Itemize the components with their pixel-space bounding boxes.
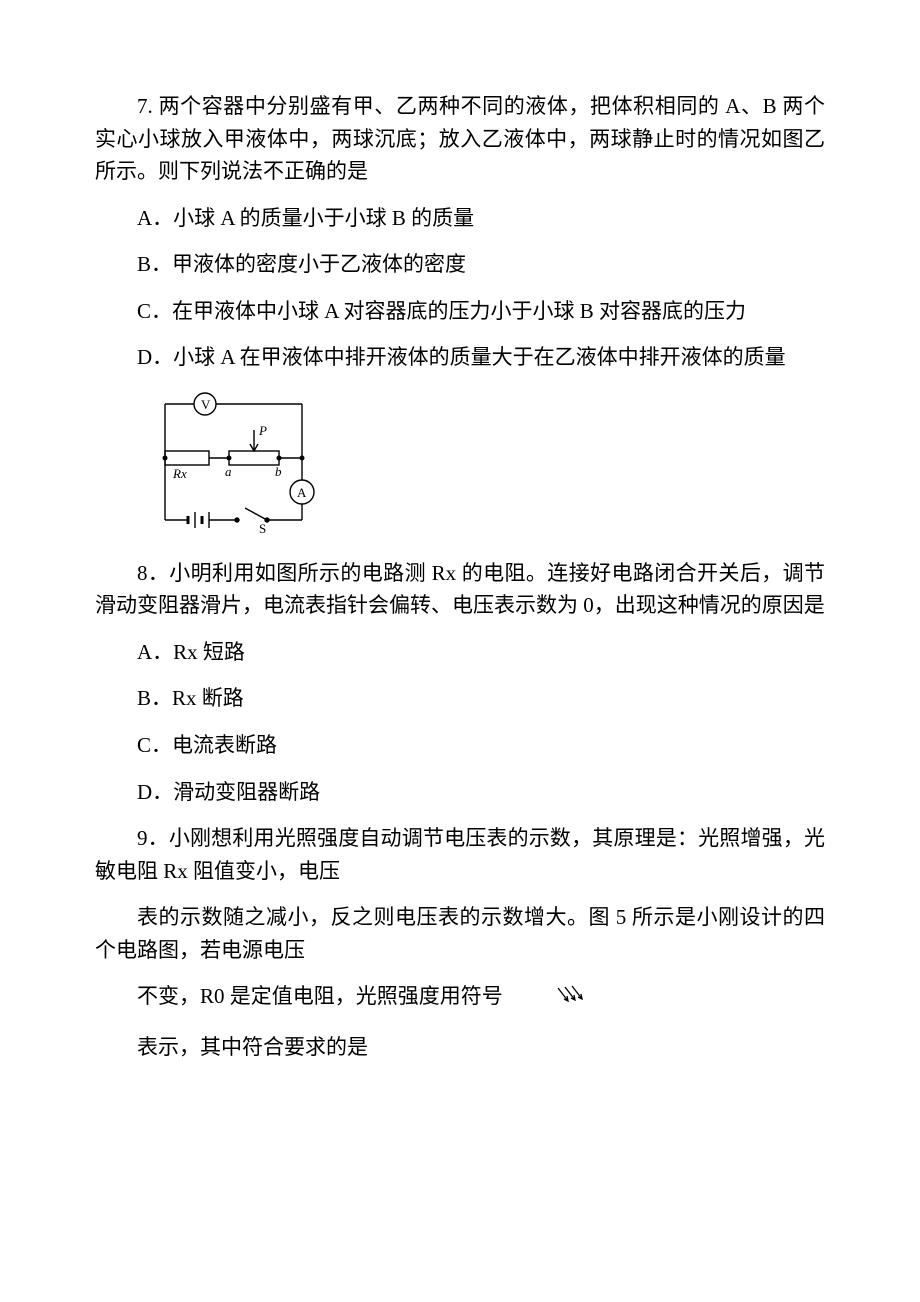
q9-line4: 表示，其中符合要求的是 bbox=[95, 1031, 825, 1064]
q8-option-d: D．滑动变阻器断路 bbox=[95, 776, 825, 809]
resistor-label: Rx bbox=[172, 466, 187, 481]
q9-line3: 不变，R0 是定值电阻，光照强度用符号 bbox=[95, 980, 825, 1017]
q7-option-c: C．在甲液体中小球 A 对容器底的压力小于小球 B 对容器底的压力 bbox=[95, 295, 825, 328]
q7-option-b: B．甲液体的密度小于乙液体的密度 bbox=[95, 248, 825, 281]
q8-option-c: C．电流表断路 bbox=[95, 729, 825, 762]
q8-option-a: A．Rx 短路 bbox=[95, 636, 825, 669]
voltmeter-label: V bbox=[201, 397, 211, 412]
switch-label: S bbox=[259, 521, 266, 536]
q9-line1: 9．小刚想利用光照强度自动调节电压表的示数，其原理是：光照增强，光敏电阻 Rx … bbox=[95, 822, 825, 887]
q7-option-d: D．小球 A 在甲液体中排开液体的质量大于在乙液体中排开液体的质量 bbox=[95, 341, 825, 374]
node-b-label: b bbox=[275, 464, 282, 479]
q9-line2: 表的示数随之减小，反之则电压表的示数增大。图 5 所示是小刚设计的四个电路图，若… bbox=[95, 901, 825, 966]
q7-stem: 7. 两个容器中分别盛有甲、乙两种不同的液体，把体积相同的 A、B 两个实心小球… bbox=[95, 90, 825, 188]
circuit-diagram: V A Rx P S a b bbox=[137, 388, 825, 543]
ammeter-label: A bbox=[297, 485, 307, 500]
light-arrows-icon bbox=[512, 984, 584, 1017]
q7-option-a: A．小球 A 的质量小于小球 B 的质量 bbox=[95, 202, 825, 235]
slider-label: P bbox=[258, 423, 267, 438]
q9-line3-pre: 不变，R0 是定值电阻，光照强度用符号 bbox=[137, 984, 503, 1008]
q8-option-b: B．Rx 断路 bbox=[95, 682, 825, 715]
node-a-label: a bbox=[225, 464, 232, 479]
q8-stem: 8．小明利用如图所示的电路测 Rx 的电阻。连接好电路闭合开关后，调节滑动变阻器… bbox=[95, 557, 825, 622]
